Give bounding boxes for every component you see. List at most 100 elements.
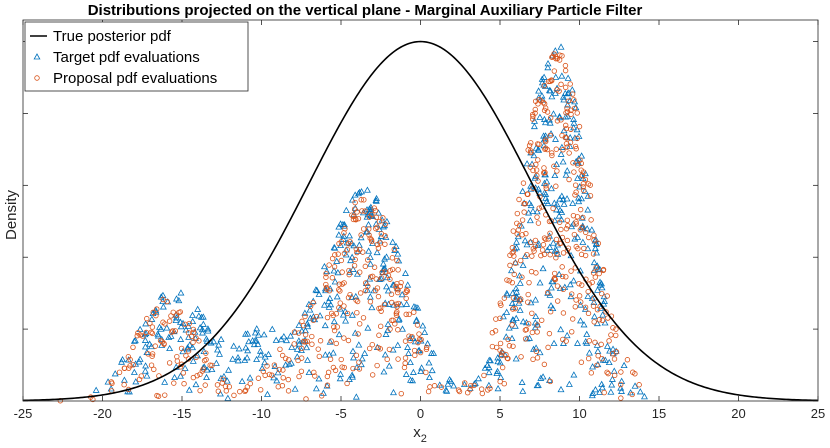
point bbox=[231, 392, 237, 399]
point bbox=[514, 231, 520, 237]
point bbox=[567, 81, 573, 87]
point bbox=[512, 305, 519, 312]
point bbox=[506, 343, 513, 349]
point bbox=[586, 338, 593, 344]
point bbox=[591, 319, 597, 325]
point bbox=[368, 237, 375, 243]
point bbox=[369, 372, 376, 378]
point bbox=[327, 356, 334, 362]
point bbox=[584, 206, 592, 213]
x-tick-label: -25 bbox=[14, 406, 33, 421]
point bbox=[585, 349, 593, 356]
point bbox=[142, 329, 150, 337]
point bbox=[199, 320, 207, 327]
point bbox=[402, 370, 410, 377]
point bbox=[525, 147, 531, 153]
point bbox=[519, 187, 527, 194]
point bbox=[578, 167, 584, 173]
point bbox=[588, 217, 594, 223]
point bbox=[357, 269, 363, 275]
point bbox=[579, 224, 585, 230]
point bbox=[207, 339, 215, 346]
point bbox=[130, 368, 138, 375]
point bbox=[277, 335, 285, 343]
point bbox=[154, 330, 162, 337]
point bbox=[512, 260, 519, 266]
point bbox=[196, 338, 202, 344]
point bbox=[399, 325, 406, 332]
point bbox=[508, 299, 516, 307]
point bbox=[550, 205, 556, 212]
point bbox=[498, 302, 504, 308]
point bbox=[503, 351, 509, 358]
point bbox=[594, 286, 602, 293]
point bbox=[337, 370, 345, 377]
point bbox=[310, 299, 316, 306]
point bbox=[331, 264, 338, 270]
point bbox=[565, 380, 573, 387]
point bbox=[483, 361, 491, 368]
point bbox=[344, 310, 351, 317]
point bbox=[533, 167, 540, 173]
point bbox=[541, 361, 548, 368]
point bbox=[547, 308, 554, 315]
point bbox=[574, 233, 582, 240]
point bbox=[582, 304, 589, 310]
point bbox=[315, 290, 323, 297]
point bbox=[366, 275, 374, 282]
point bbox=[551, 51, 557, 57]
point bbox=[423, 369, 429, 376]
point bbox=[285, 357, 292, 363]
point bbox=[183, 352, 189, 359]
point bbox=[563, 110, 569, 116]
point bbox=[596, 388, 604, 395]
point bbox=[143, 372, 151, 379]
point bbox=[334, 324, 341, 330]
point bbox=[512, 355, 520, 362]
point bbox=[424, 340, 432, 347]
point bbox=[179, 347, 187, 355]
point bbox=[398, 390, 404, 397]
point bbox=[572, 192, 578, 198]
point bbox=[563, 141, 570, 147]
point bbox=[367, 260, 375, 267]
point bbox=[554, 87, 560, 93]
point bbox=[423, 344, 430, 351]
point bbox=[291, 341, 297, 347]
point bbox=[268, 325, 276, 332]
point bbox=[119, 355, 127, 363]
point bbox=[534, 141, 541, 147]
point bbox=[548, 93, 556, 100]
point bbox=[555, 212, 563, 219]
point bbox=[552, 135, 559, 142]
point bbox=[132, 378, 140, 385]
point bbox=[355, 331, 361, 337]
point bbox=[423, 346, 430, 353]
point bbox=[376, 332, 382, 338]
point bbox=[333, 340, 339, 347]
point bbox=[374, 362, 380, 369]
point bbox=[425, 388, 432, 395]
point bbox=[549, 152, 555, 159]
point bbox=[180, 370, 187, 376]
point bbox=[409, 377, 417, 384]
point bbox=[513, 288, 521, 295]
point bbox=[376, 305, 382, 312]
point bbox=[577, 317, 584, 324]
point bbox=[370, 287, 378, 294]
point bbox=[557, 325, 565, 333]
point bbox=[176, 318, 184, 325]
point bbox=[556, 57, 563, 63]
point bbox=[339, 269, 345, 275]
point bbox=[560, 147, 566, 153]
point bbox=[334, 269, 342, 276]
point bbox=[92, 386, 100, 393]
point bbox=[166, 318, 173, 324]
point bbox=[144, 315, 150, 322]
point bbox=[591, 386, 599, 393]
point bbox=[501, 295, 508, 301]
point bbox=[365, 283, 371, 289]
point bbox=[217, 374, 225, 382]
point bbox=[612, 372, 618, 379]
point bbox=[572, 143, 579, 150]
